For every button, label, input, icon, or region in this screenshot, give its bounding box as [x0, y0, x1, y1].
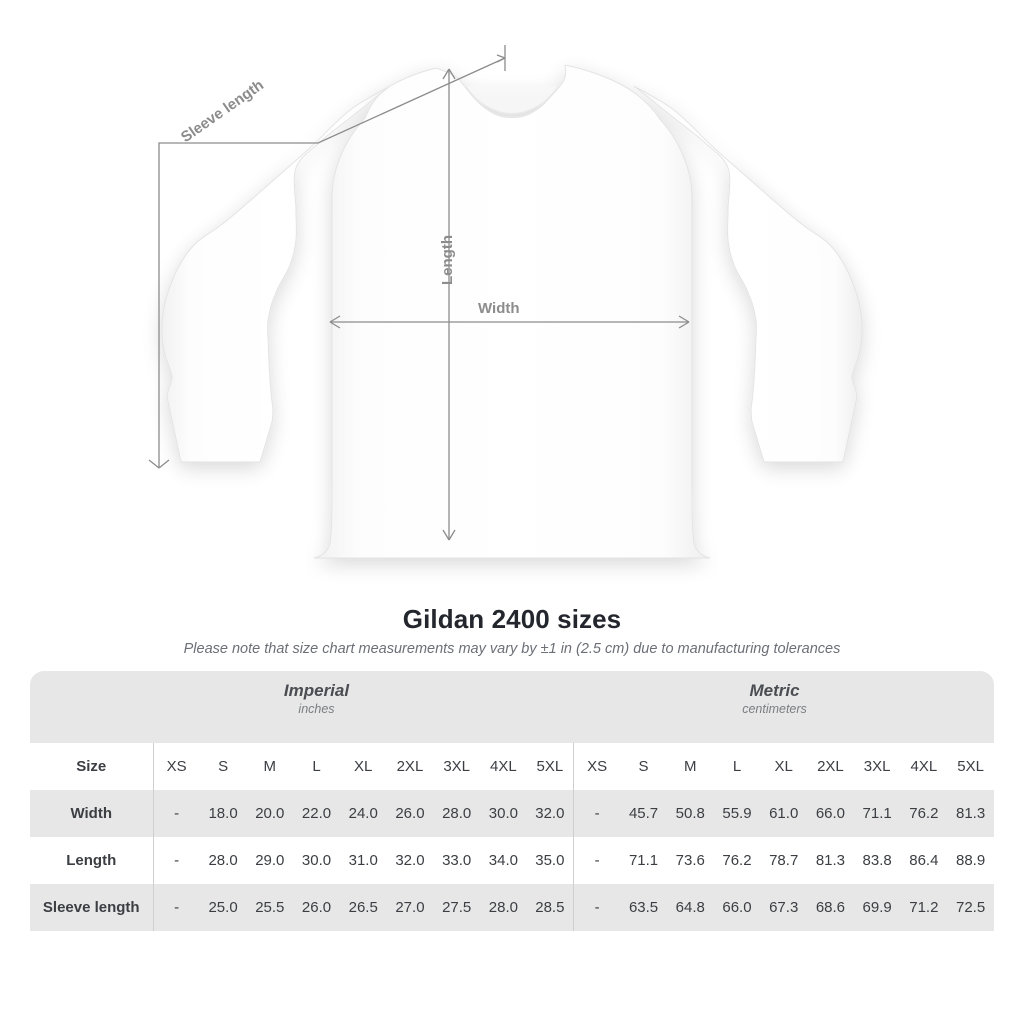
svg-text:Sleeve length: Sleeve length [178, 77, 267, 146]
svg-text:Width: Width [478, 300, 520, 317]
svg-text:Length: Length [439, 235, 456, 285]
